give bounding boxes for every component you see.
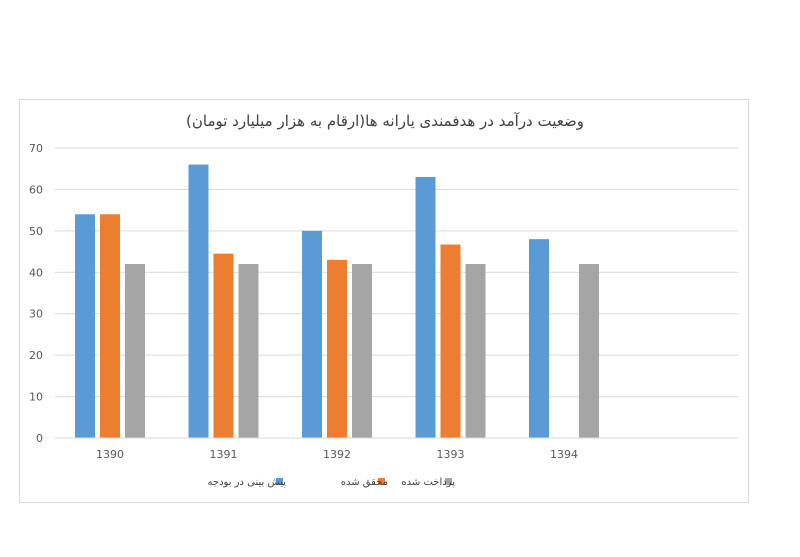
x-tick-label: 1391 [210, 448, 238, 461]
y-tick-label: 30 [29, 308, 43, 321]
x-tick-label: 1390 [96, 448, 124, 461]
x-tick-label: 1393 [437, 448, 465, 461]
bar-1390-series-2 [100, 214, 120, 438]
y-tick-label: 40 [29, 266, 43, 279]
legend-swatch [378, 478, 385, 485]
chart-title: وضعیت درآمد در هدفمندی یارانه ها(ارقام ب… [186, 112, 584, 130]
y-tick-label: 60 [29, 183, 43, 196]
bar-1390-series-3 [125, 264, 145, 438]
y-tick-label: 20 [29, 349, 43, 362]
legend-item: پرداخت شده [401, 477, 455, 488]
y-tick-label: 70 [29, 142, 43, 155]
y-tick-label: 10 [29, 391, 43, 404]
legend-label: محقق شده [341, 477, 388, 488]
legend-swatch [445, 478, 452, 485]
x-tick-label: 1394 [550, 448, 578, 461]
legend-label: پرداخت شده [401, 477, 455, 488]
bar-1391-series-2 [213, 253, 234, 438]
bars [75, 164, 599, 439]
y-tick-label: 0 [36, 432, 43, 445]
legend-swatch [276, 478, 283, 485]
bar-1392-series-2 [327, 259, 347, 438]
legend-label: پیش بینی در بودجه [208, 477, 287, 488]
bar-1393-series-1 [415, 177, 436, 438]
bar-1390-series-1 [75, 214, 95, 438]
x-tick-label: 1392 [323, 448, 351, 461]
y-axis-ticks: 0 10 20 30 40 50 60 70 [29, 142, 43, 445]
gridlines [55, 147, 738, 439]
bar-1391-series-3 [238, 264, 259, 438]
legend-item: محقق شده [341, 477, 388, 488]
legend: پیش بینی در بودجه محقق شده پرداخت شده [208, 477, 456, 488]
x-axis-ticks: 1390 1391 1392 1393 1394 [55, 437, 738, 461]
bar-1391-series-1 [188, 164, 209, 439]
bar-1394-series-1 [529, 239, 549, 438]
bar-1393-series-3 [465, 264, 486, 438]
bar-1392-series-1 [302, 230, 322, 438]
y-tick-label: 50 [29, 225, 43, 238]
bar-1394-series-3 [579, 264, 599, 438]
legend-item: پیش بینی در بودجه [208, 477, 287, 488]
bar-1393-series-2 [440, 244, 461, 438]
bar-1392-series-3 [352, 264, 372, 438]
